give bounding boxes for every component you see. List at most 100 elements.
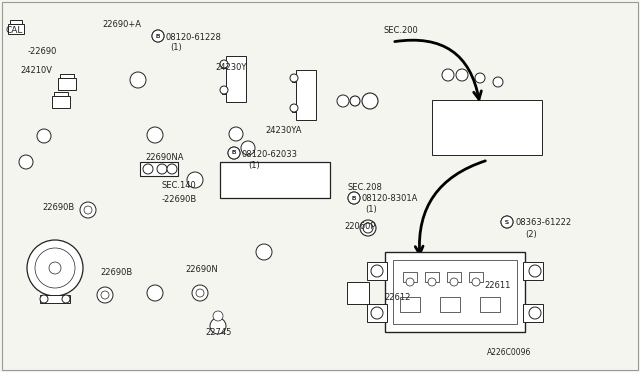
Text: S: S (505, 219, 509, 224)
Bar (425, 272, 439, 282)
Circle shape (147, 127, 163, 143)
Circle shape (130, 72, 146, 88)
Circle shape (229, 127, 243, 141)
Text: 22060P: 22060P (344, 222, 376, 231)
Text: (2): (2) (525, 230, 537, 239)
Circle shape (157, 164, 167, 174)
Circle shape (337, 95, 349, 107)
Circle shape (348, 192, 360, 204)
Circle shape (213, 311, 223, 321)
Text: 08120-8301A: 08120-8301A (362, 194, 419, 203)
Circle shape (152, 30, 164, 42)
Text: SEC.208: SEC.208 (348, 183, 383, 192)
Text: 22612: 22612 (384, 293, 410, 302)
Circle shape (62, 295, 70, 303)
Circle shape (290, 74, 298, 82)
Circle shape (101, 291, 109, 299)
Circle shape (362, 93, 378, 109)
Bar (447, 272, 461, 282)
Bar (60, 74, 74, 78)
Circle shape (84, 206, 92, 214)
Circle shape (241, 141, 255, 155)
Circle shape (192, 285, 208, 301)
Text: B: B (352, 196, 356, 201)
Circle shape (456, 69, 468, 81)
Circle shape (428, 278, 436, 286)
Circle shape (220, 60, 228, 68)
Circle shape (348, 192, 360, 204)
Circle shape (290, 104, 298, 112)
Circle shape (450, 278, 458, 286)
Circle shape (475, 73, 485, 83)
Circle shape (472, 278, 480, 286)
Bar (226, 56, 246, 102)
Text: -22690B: -22690B (162, 195, 197, 204)
Text: 22745: 22745 (205, 328, 232, 337)
Circle shape (501, 216, 513, 228)
Bar (432, 100, 542, 155)
Text: 22690B: 22690B (100, 268, 132, 277)
Bar (8, 24, 24, 34)
Circle shape (97, 287, 113, 303)
Circle shape (529, 307, 541, 319)
Circle shape (19, 155, 33, 169)
Circle shape (493, 77, 503, 87)
Circle shape (27, 240, 83, 296)
Text: (1): (1) (365, 205, 377, 214)
Text: SEC.200: SEC.200 (384, 26, 419, 35)
Text: SEC.140: SEC.140 (162, 181, 196, 190)
Circle shape (501, 216, 513, 228)
Text: 08120-61228: 08120-61228 (166, 33, 222, 42)
Bar (440, 297, 460, 312)
Bar (292, 104, 296, 112)
Text: (1): (1) (248, 161, 260, 170)
Bar (220, 162, 330, 198)
Circle shape (442, 69, 454, 81)
Bar (469, 272, 483, 282)
Text: A226C0096: A226C0096 (487, 348, 531, 357)
Text: 22611: 22611 (484, 281, 510, 290)
Text: CAL: CAL (6, 26, 24, 35)
Bar (52, 96, 70, 108)
Text: 22690B: 22690B (42, 203, 74, 212)
Circle shape (196, 289, 204, 297)
Bar (385, 252, 525, 332)
Text: 24230Y: 24230Y (215, 63, 246, 72)
Bar (393, 260, 517, 324)
Text: 08363-61222: 08363-61222 (515, 218, 571, 227)
Bar (292, 74, 296, 82)
Circle shape (228, 147, 240, 159)
Bar (367, 262, 387, 280)
Circle shape (152, 30, 164, 42)
Circle shape (371, 307, 383, 319)
Bar (58, 78, 76, 90)
Circle shape (143, 164, 153, 174)
Text: 22690+A: 22690+A (102, 20, 141, 29)
Text: B: B (352, 196, 356, 201)
Circle shape (40, 295, 48, 303)
Text: B: B (232, 151, 236, 155)
Circle shape (35, 248, 75, 288)
Circle shape (363, 223, 373, 233)
Circle shape (256, 244, 272, 260)
Bar (54, 92, 68, 96)
Text: B: B (232, 151, 236, 155)
Text: 24230YA: 24230YA (265, 126, 301, 135)
Circle shape (406, 278, 414, 286)
Circle shape (147, 285, 163, 301)
Bar (140, 162, 178, 176)
Circle shape (350, 96, 360, 106)
Circle shape (210, 318, 226, 334)
Bar (222, 60, 226, 68)
Text: B: B (156, 33, 160, 38)
Bar (523, 304, 543, 322)
Circle shape (49, 262, 61, 274)
Bar (400, 297, 420, 312)
Bar (403, 272, 417, 282)
Bar (40, 295, 70, 303)
Text: (1): (1) (170, 43, 182, 52)
Text: 24210V: 24210V (20, 66, 52, 75)
Text: 22690N: 22690N (185, 265, 218, 274)
Circle shape (37, 129, 51, 143)
Text: -22690: -22690 (28, 47, 58, 56)
